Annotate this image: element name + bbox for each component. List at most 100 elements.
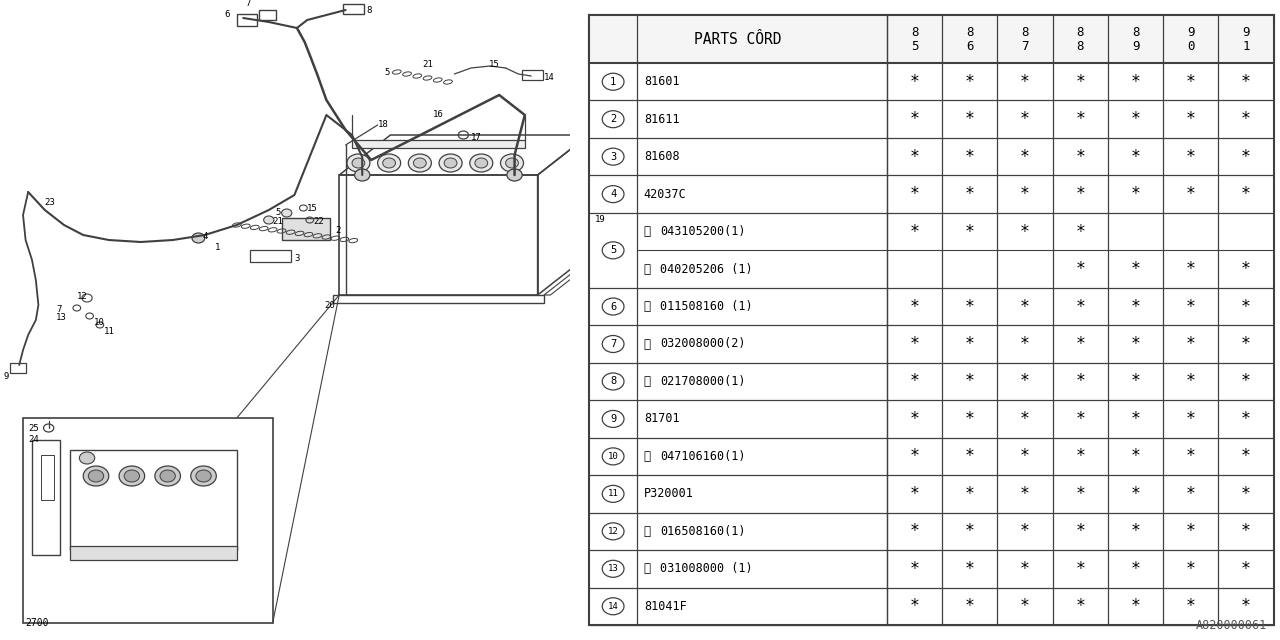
Text: 0: 0 [1187,40,1194,52]
Text: *: * [1075,410,1085,428]
Text: 21: 21 [273,217,283,226]
Text: 5: 5 [384,68,389,77]
Text: 032008000(2): 032008000(2) [660,337,746,351]
Text: 25: 25 [28,424,38,433]
Text: 3: 3 [611,152,616,162]
Text: 9: 9 [1132,40,1139,52]
Text: 8: 8 [1132,26,1139,38]
Text: *: * [1242,410,1251,428]
Text: *: * [1075,298,1085,316]
Circle shape [413,158,426,168]
Text: *: * [1020,410,1030,428]
Text: *: * [1130,148,1140,166]
Text: 2: 2 [335,226,340,235]
Text: *: * [1075,110,1085,128]
Text: 8: 8 [1021,26,1029,38]
Text: *: * [1185,597,1196,615]
Text: *: * [1075,148,1085,166]
Text: *: * [1185,335,1196,353]
Text: *: * [1242,110,1251,128]
Text: 15: 15 [307,204,317,213]
Text: 22: 22 [314,217,324,226]
Text: *: * [910,110,919,128]
Text: 20: 20 [324,301,334,310]
Text: 10: 10 [93,318,104,327]
Text: 031008000 (1): 031008000 (1) [660,563,753,575]
Circle shape [408,154,431,172]
Text: 23: 23 [45,198,55,207]
Text: 4: 4 [611,189,616,199]
Text: 7: 7 [611,339,616,349]
Text: 9: 9 [1242,26,1249,38]
Text: *: * [1130,335,1140,353]
Text: *: * [1130,410,1140,428]
Bar [32,440,60,555]
Text: 1: 1 [611,77,616,87]
Text: *: * [910,148,919,166]
Text: 6: 6 [611,301,616,312]
Text: *: * [965,223,975,241]
Text: 8: 8 [611,376,616,387]
Text: 040205206 (1): 040205206 (1) [660,262,753,276]
Text: *: * [1185,372,1196,390]
Text: *: * [1020,110,1030,128]
Text: *: * [1242,597,1251,615]
Bar [237,14,257,26]
Text: 6: 6 [224,10,229,19]
Text: 011508160 (1): 011508160 (1) [660,300,753,313]
Circle shape [507,169,522,181]
Text: *: * [1020,522,1030,540]
Circle shape [500,154,524,172]
Text: 5: 5 [611,245,616,255]
Text: Ⓝ: Ⓝ [644,375,650,388]
Text: *: * [1075,560,1085,578]
Text: Ⓦ: Ⓦ [644,563,650,575]
Text: 18: 18 [378,120,388,129]
Circle shape [444,158,457,168]
Text: 10: 10 [608,452,618,461]
Text: 7: 7 [56,305,61,314]
Circle shape [439,154,462,172]
Circle shape [475,158,488,168]
Text: *: * [1185,447,1196,465]
Text: 81611: 81611 [644,113,680,125]
Text: 8: 8 [1076,26,1084,38]
Text: 81601: 81601 [644,76,680,88]
Text: *: * [1242,185,1251,203]
Bar [250,250,291,262]
Text: *: * [965,447,975,465]
Text: *: * [1075,522,1085,540]
Bar [23,418,273,623]
Circle shape [378,154,401,172]
Circle shape [88,470,104,482]
Text: 13: 13 [608,564,618,573]
Text: *: * [1185,410,1196,428]
Text: *: * [910,223,919,241]
Text: 15: 15 [489,60,499,69]
Circle shape [352,158,365,168]
Text: *: * [1075,335,1085,353]
Text: 7: 7 [330,0,335,2]
Text: 81608: 81608 [644,150,680,163]
Circle shape [355,169,370,181]
Text: *: * [910,560,919,578]
Text: *: * [1185,485,1196,503]
Text: 8: 8 [1076,40,1084,52]
Text: 9: 9 [1187,26,1194,38]
Circle shape [282,209,292,217]
Text: *: * [1242,485,1251,503]
Text: *: * [1242,372,1251,390]
Text: *: * [1242,447,1251,465]
Text: *: * [1130,73,1140,91]
Text: *: * [1075,260,1085,278]
Circle shape [119,466,145,486]
Text: 14: 14 [608,602,618,611]
Text: 7: 7 [1021,40,1029,52]
Text: *: * [1242,148,1251,166]
Text: 17: 17 [471,133,481,142]
Bar [333,295,544,303]
Text: *: * [1185,110,1196,128]
Text: 11: 11 [104,327,114,336]
Text: Ⓢ: Ⓢ [644,450,650,463]
Circle shape [196,470,211,482]
